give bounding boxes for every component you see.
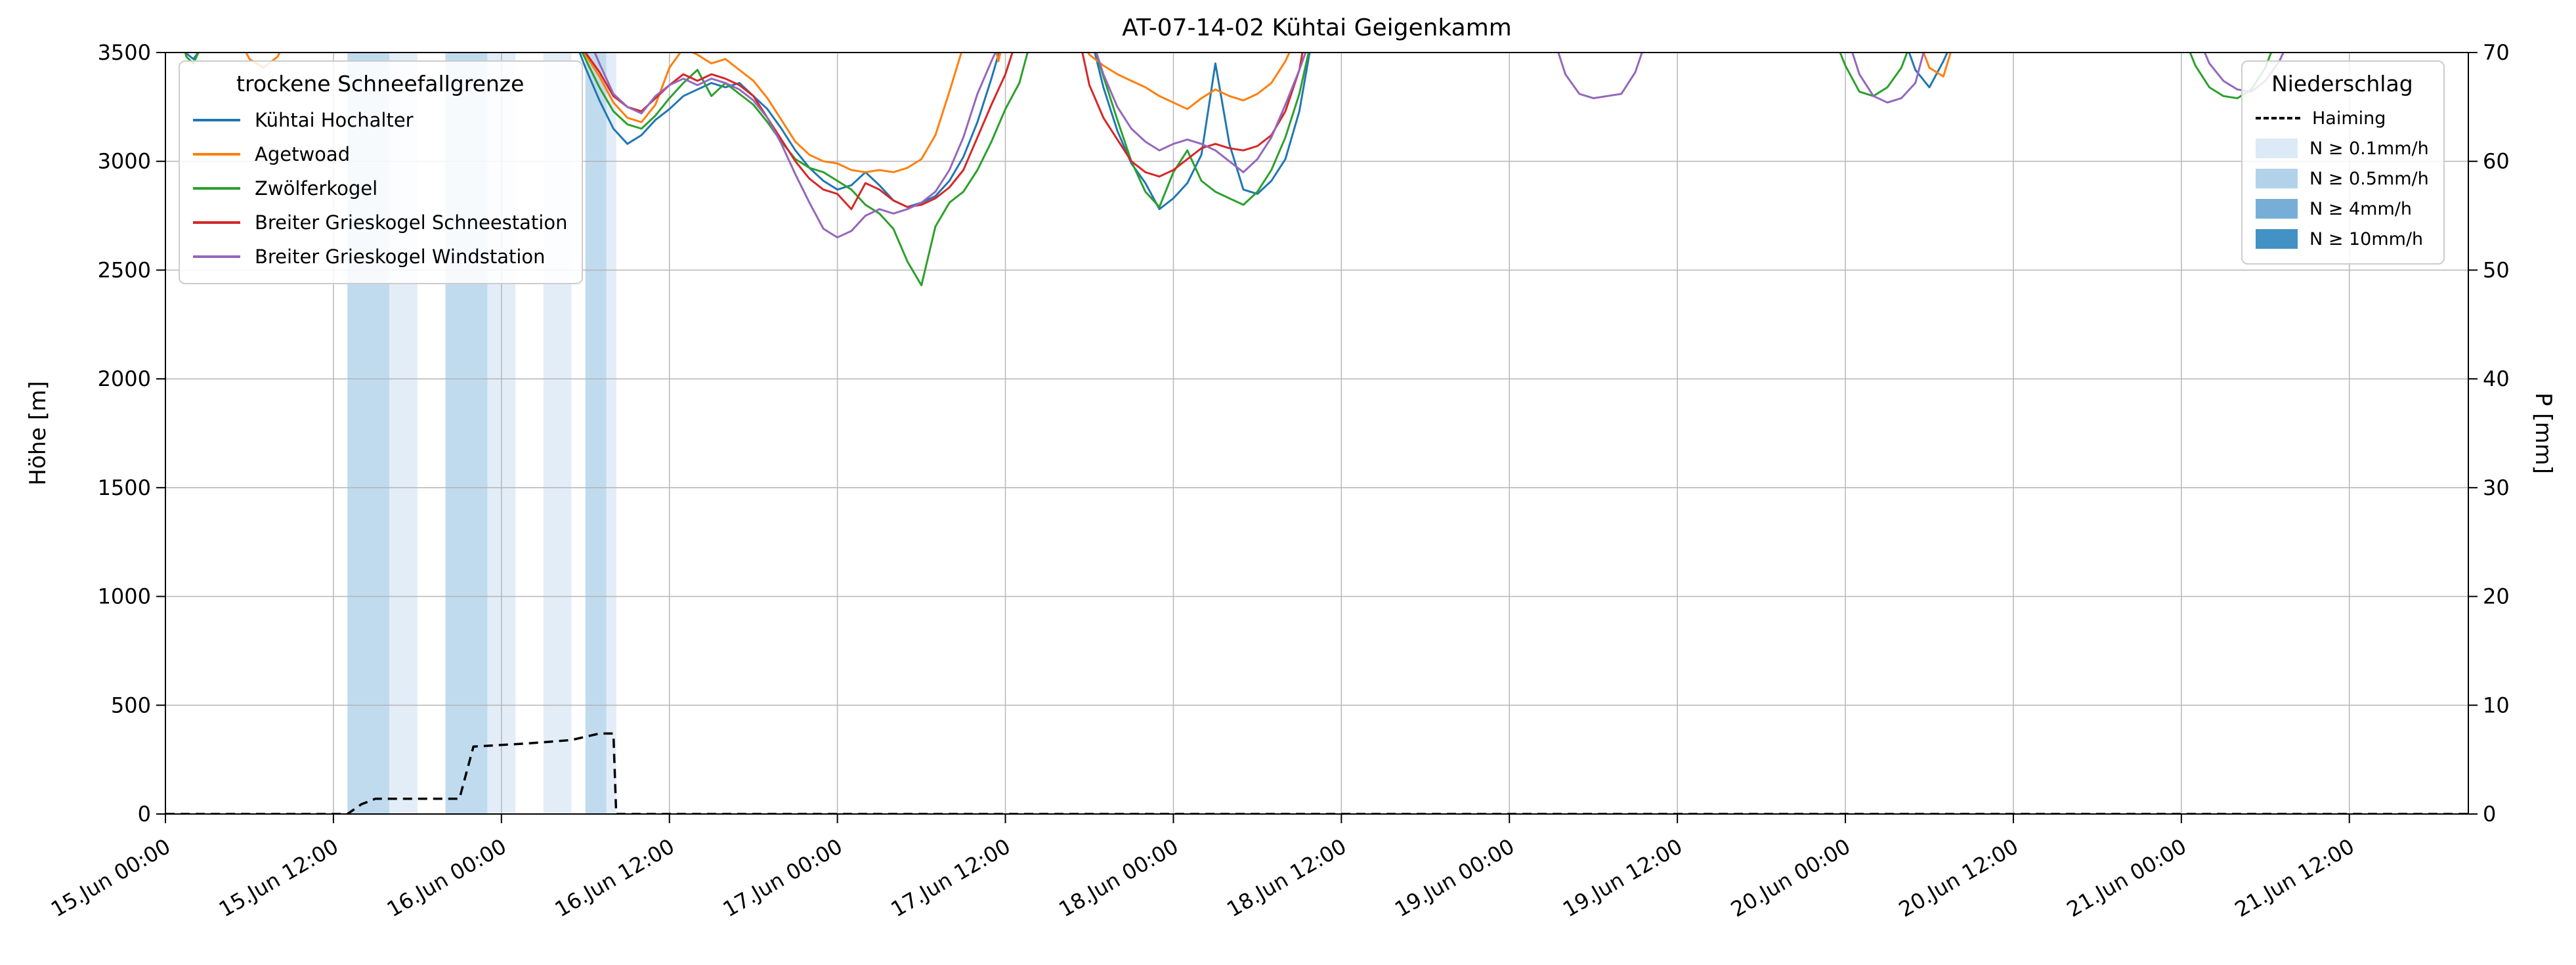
y-tick-label-right: 60: [2483, 149, 2510, 174]
series-kühtai-hochalter: [1908, 53, 1949, 89]
patch-swatch-icon: [2256, 139, 2298, 158]
x-tick-label: 17.Jun 00:00: [719, 834, 847, 922]
x-tick-label: 18.Jun 12:00: [1222, 834, 1350, 922]
series-breiter-grieskogel-windstation: [1557, 53, 1643, 100]
line-swatch-icon: [193, 153, 240, 156]
legend-entry-label: N ≥ 10mm/h: [2309, 228, 2424, 249]
x-tick-label: 16.Jun 12:00: [551, 834, 679, 922]
series-kühtai-hochalter: [578, 53, 1000, 208]
y-tick-label-left: 500: [111, 693, 151, 718]
x-tick-label: 21.Jun 12:00: [2231, 834, 2359, 922]
legend-entry: Agetwoad: [193, 137, 567, 171]
legend-entry-label: Breiter Grieskogel Windstation: [255, 246, 546, 268]
patch-swatch-icon: [2256, 199, 2298, 219]
axes-spines: [165, 52, 2469, 815]
precip-band: [585, 53, 607, 814]
line-swatch-icon: [193, 255, 240, 258]
chart-title: AT-07-14-02 Kühtai Geigenkamm: [1122, 14, 1512, 41]
y-tick-label-right: 30: [2483, 475, 2510, 500]
left-axis-label: Höhe [m]: [25, 381, 51, 486]
patch-swatch-icon: [2256, 229, 2298, 249]
series-agetwoad: [995, 53, 1002, 62]
y-tick-label-right: 70: [2483, 40, 2510, 65]
y-tick-label-left: 0: [138, 802, 151, 826]
legend-entry-label: N ≥ 0.1mm/h: [2309, 138, 2429, 159]
right-axis-label: P [mm]: [2530, 392, 2556, 475]
y-tick-label-left: 2000: [98, 366, 151, 391]
y-tick-label-right: 20: [2483, 584, 2510, 609]
series-breiter-grieskogel-windstation: [1851, 53, 1925, 104]
legend-schneefallgrenze: trockene Schneefallgrenze Kühtai Hochalt…: [179, 60, 584, 284]
series-breiter-grieskogel-windstation: [1095, 53, 1307, 173]
legend-precip-entries: Haiming N ≥ 0.1mm/h N ≥ 0.5mm/h N ≥ 4mm/h N …: [2256, 103, 2429, 254]
legend-precip-title: Niederschlag: [2271, 71, 2413, 96]
x-tick-label: 15.Jun 00:00: [47, 834, 175, 922]
legend-entry-label: Kühtai Hochalter: [255, 109, 414, 131]
legend-entry: Breiter Grieskogel Windstation: [193, 240, 567, 274]
x-tick-label: 18.Jun 00:00: [1054, 834, 1182, 922]
legend-entry: N ≥ 0.1mm/h: [2256, 133, 2429, 163]
precip-line-haiming: [165, 732, 2468, 814]
x-tick-label: 20.Jun 00:00: [1727, 834, 1855, 922]
dashed-line-swatch-icon: [2256, 117, 2300, 119]
x-tick-label: 16.Jun 00:00: [383, 834, 511, 922]
series-agetwoad: [583, 53, 963, 173]
legend-entry: N ≥ 4mm/h: [2256, 194, 2429, 224]
legend-entry: N ≥ 0.5mm/h: [2256, 163, 2429, 194]
legend-niederschlag: Niederschlag Haiming N ≥ 0.1mm/h N ≥ 0.5mm…: [2241, 60, 2445, 265]
legend-entry: Haiming: [2256, 103, 2429, 133]
legend-entry-label: N ≥ 4mm/h: [2309, 198, 2412, 219]
x-tick-label: 20.Jun 12:00: [1895, 834, 2023, 922]
legend-entry-label: Breiter Grieskogel Schneestation: [255, 211, 568, 234]
y-tick-label-left: 3000: [98, 149, 151, 174]
y-tick-label-right: 0: [2483, 802, 2496, 826]
y-tick-label-right: 40: [2483, 366, 2510, 391]
legend-entry: Zwölferkogel: [193, 171, 567, 205]
legend-entry-label: Haiming: [2312, 108, 2386, 129]
y-tick-label-left: 1000: [98, 584, 151, 609]
legend-sfg-entries: Kühtai Hochalter Agetwoad Zwölferkogel Brei…: [193, 103, 567, 274]
legend-entry: N ≥ 10mm/h: [2256, 224, 2429, 254]
series-breiter-grieskogel-windstation: [593, 53, 997, 239]
y-tick-label-left: 2500: [98, 257, 151, 282]
legend-entry-label: Agetwoad: [255, 143, 351, 165]
x-tick-label: 21.Jun 00:00: [2063, 834, 2191, 922]
line-swatch-icon: [193, 119, 240, 121]
y-tick-label-right: 10: [2483, 693, 2510, 718]
series-zwölferkogel: [581, 53, 1029, 287]
legend-entry: Breiter Grieskogel Schneestation: [193, 205, 567, 240]
patch-swatch-icon: [2256, 169, 2298, 188]
legend-entry-label: Zwölferkogel: [255, 177, 378, 200]
series-zwölferkogel: [1095, 53, 1310, 208]
series-kühtai-hochalter: [183, 53, 200, 60]
series-breiter-grieskogel-schneestation: [584, 53, 1014, 211]
legend-sfg-title: trockene Schneefallgrenze: [236, 71, 525, 96]
series-agetwoad: [1086, 53, 1291, 110]
precip-band: [606, 53, 616, 814]
legend-entry: Kühtai Hochalter: [193, 103, 567, 137]
y-tick-label-left: 1500: [98, 475, 151, 500]
x-tick-label: 17.Jun 12:00: [886, 834, 1014, 922]
y-tick-label-left: 3500: [98, 40, 151, 65]
x-tick-label: 19.Jun 12:00: [1558, 834, 1686, 922]
line-swatch-icon: [193, 187, 240, 190]
tick-marks: [156, 52, 2478, 823]
series-agetwoad: [1922, 53, 1952, 77]
x-tick-label: 19.Jun 00:00: [1390, 834, 1518, 922]
x-tick-label: 15.Jun 12:00: [215, 834, 343, 922]
line-swatch-icon: [193, 221, 240, 224]
y-tick-label-right: 50: [2483, 257, 2510, 282]
legend-entry-label: N ≥ 0.5mm/h: [2309, 168, 2429, 189]
